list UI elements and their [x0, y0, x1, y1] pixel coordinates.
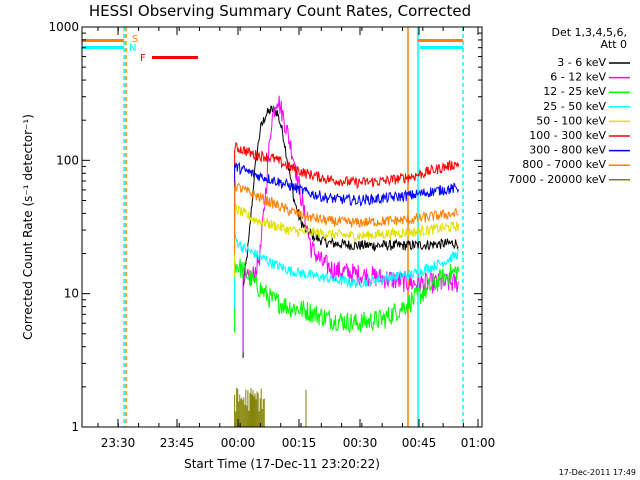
status-bar-n	[82, 46, 124, 49]
marker-n: N	[129, 43, 136, 54]
x-tick-label: 00:15	[282, 436, 317, 450]
series-line-6	[234, 161, 460, 237]
x-tick-label: 00:45	[402, 436, 437, 450]
x-tick-label: 01:00	[461, 436, 496, 450]
series-line-5	[234, 141, 460, 218]
legend-item-label: 100 - 300 keV	[529, 129, 606, 142]
x-tick-label: 23:30	[101, 436, 136, 450]
legend-item-label: 300 - 800 keV	[529, 144, 606, 157]
legend-item-label: 25 - 50 keV	[543, 100, 606, 113]
legend-header: Att 0	[601, 38, 627, 51]
legend: Det 1,3,4,5,6,Att 0 3 - 6 keV 6 - 12 keV12…	[508, 26, 630, 186]
x-axis-label: Start Time (17-Dec-11 23:20:22)	[184, 457, 380, 471]
legend-header: Det 1,3,4,5,6,	[551, 26, 627, 39]
x-tick-label: 00:00	[221, 436, 256, 450]
chart-title: HESSI Observing Summary Count Rates, Cor…	[89, 2, 471, 20]
chart-plot-area: SNF	[82, 27, 464, 427]
legend-item-label: 50 - 100 keV	[536, 114, 606, 127]
status-bar-n	[420, 46, 463, 49]
legend-item-label: 3 - 6 keV	[557, 56, 606, 69]
y-tick-label: 100	[56, 153, 79, 167]
legend-item-label: 6 - 12 keV	[550, 71, 606, 84]
status-bar-s	[418, 39, 463, 42]
series-line-2	[234, 258, 460, 334]
y-axis-label: Corrected Count Rate (s⁻¹ detector⁻¹)	[21, 114, 35, 340]
status-bar-s	[82, 39, 124, 42]
y-axis: 1 10 100 1000	[48, 20, 482, 434]
legend-item-label: 800 - 7000 keV	[522, 158, 606, 171]
series-line-7	[234, 180, 459, 255]
x-tick-label: 23:45	[160, 436, 195, 450]
x-tick-label: 00:30	[343, 436, 378, 450]
y-tick-label: 10	[64, 287, 79, 301]
plot-frame	[81, 26, 483, 428]
x-axis: 23:30 23:45 00:00 00:15 00:30 00:45 01:00	[97, 27, 496, 450]
marker-s: S	[132, 34, 138, 45]
legend-item-label: 7000 - 20000 keV	[508, 173, 606, 186]
legend-item-label: 12 - 25 keV	[543, 85, 606, 98]
marker-f: F	[140, 53, 146, 64]
y-tick-label: 1	[71, 420, 79, 434]
y-tick-label: 1000	[48, 20, 79, 34]
footer-date: 17-Dec-2011 17:49	[559, 468, 636, 477]
status-bar-f	[152, 56, 198, 59]
series-line-3	[234, 234, 460, 309]
series-line-0	[242, 105, 459, 358]
series-line-4	[234, 202, 460, 278]
series-line-1	[242, 95, 459, 353]
